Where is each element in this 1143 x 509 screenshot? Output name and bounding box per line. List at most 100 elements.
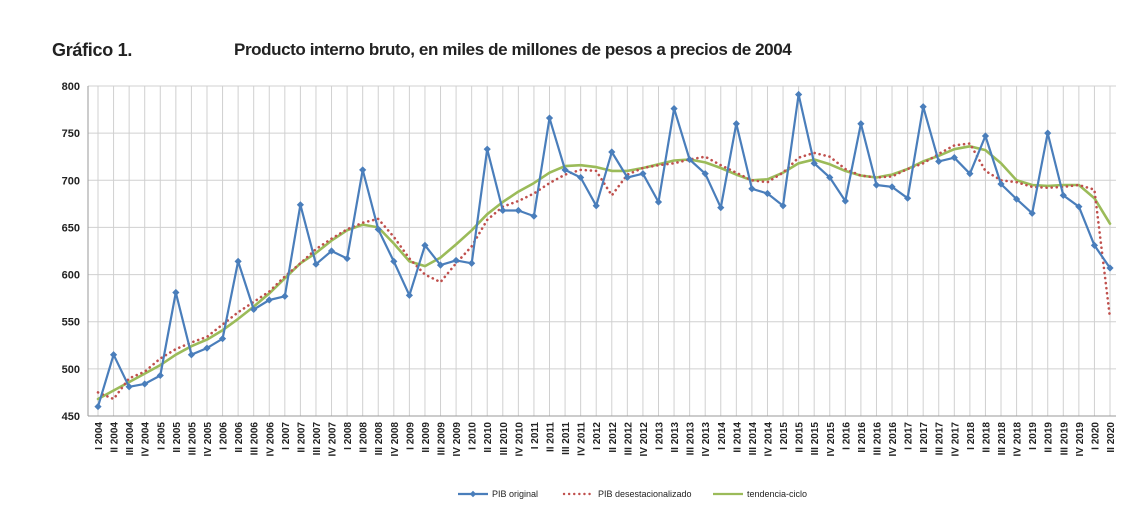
x-tick-label: III 2009	[437, 422, 448, 456]
data-point-diamond	[545, 114, 554, 122]
data-point-diamond	[1044, 129, 1052, 137]
x-tick-label: III 2004	[125, 422, 136, 456]
data-point-diamond	[888, 183, 896, 191]
data-point-diamond	[561, 166, 569, 174]
y-tick-label: 650	[62, 222, 80, 234]
data-point-diamond	[1090, 241, 1099, 249]
y-tick-label: 550	[62, 317, 80, 329]
x-tick-label: III 2018	[997, 422, 1008, 456]
data-point-diamond	[670, 105, 678, 113]
data-point-diamond	[125, 383, 133, 391]
data-point-diamond	[421, 241, 429, 249]
x-tick-label: I 2010	[468, 422, 479, 450]
grid-lines	[88, 85, 1116, 417]
data-point-diamond	[218, 335, 227, 343]
x-tick-label: III 2016	[872, 422, 883, 456]
x-tick-label: III 2019	[1059, 422, 1070, 456]
data-point-diamond	[514, 206, 522, 215]
x-tick-label: III 2008	[374, 422, 385, 456]
x-tick-label: III 2013	[686, 422, 697, 456]
data-point-diamond	[826, 173, 834, 182]
legend-item: PIB original	[458, 489, 538, 499]
y-tick-label: 800	[62, 81, 80, 93]
x-tick-label: I 2019	[1028, 422, 1039, 450]
data-point-diamond	[94, 402, 102, 411]
y-tick-label: 700	[62, 175, 80, 187]
y-axis-ticks: 450 500 550 600 650 700 750 800	[62, 81, 80, 423]
x-tick-label: II 2008	[359, 422, 370, 453]
data-point-diamond	[1106, 264, 1114, 272]
x-tick-label: II 2017	[919, 422, 930, 453]
x-tick-label: I 2006	[219, 422, 230, 450]
x-tick-label: III 2005	[187, 422, 198, 456]
chart-axes	[87, 86, 1116, 417]
x-tick-label: I 2018	[966, 422, 977, 450]
data-point-diamond	[281, 292, 289, 300]
data-point-diamond	[592, 202, 600, 210]
data-point-diamond	[623, 173, 631, 182]
data-point-diamond	[1059, 191, 1067, 199]
x-tick-label: IV 2016	[888, 422, 899, 457]
data-point-diamond	[452, 256, 460, 265]
data-point-diamond	[717, 204, 725, 212]
x-tick-label: II 2018	[981, 422, 992, 453]
data-point-diamond	[405, 291, 413, 299]
legend: PIB original PIB desestacionalizado tenden…	[458, 489, 807, 499]
x-tick-label: I 2014	[717, 422, 728, 450]
data-point-diamond	[343, 254, 351, 263]
data-point-diamond	[203, 344, 211, 352]
data-point-diamond	[109, 351, 118, 359]
x-tick-label: III 2010	[499, 422, 510, 456]
data-point-diamond	[608, 148, 616, 156]
data-point-diamond	[639, 170, 647, 178]
x-tick-label: IV 2012	[639, 422, 650, 457]
chart-title: Producto interno bruto, en miles de mill…	[234, 40, 792, 59]
chart-number-label: Gráfico 1.	[52, 40, 133, 60]
x-tick-label: IV 2006	[265, 422, 276, 457]
data-point-diamond	[701, 170, 709, 178]
y-tick-label: 450	[62, 411, 80, 423]
x-tick-label: IV 2018	[1013, 422, 1024, 457]
data-point-diamond	[499, 206, 507, 215]
x-tick-label: III 2007	[312, 422, 323, 456]
x-tick-label: IV 2009	[452, 422, 463, 457]
data-point-diamond	[795, 90, 803, 99]
data-point-diamond	[374, 225, 382, 233]
data-point-diamond	[950, 154, 958, 162]
x-tick-label: II 2010	[483, 422, 494, 453]
data-point-diamond	[997, 180, 1005, 188]
data-point-diamond	[327, 247, 336, 255]
x-tick-label: IV 2013	[701, 422, 712, 457]
data-point-diamond	[981, 132, 990, 140]
data-point-diamond	[872, 181, 881, 189]
x-tick-label: II 2020	[1106, 422, 1117, 453]
x-tick-label: IV 2015	[826, 422, 837, 457]
x-tick-label: III 2006	[250, 422, 261, 456]
data-point-diamond	[265, 296, 273, 304]
x-tick-label: IV 2005	[203, 422, 214, 457]
legend-swatch-marker	[469, 490, 477, 498]
x-tick-label: II 2013	[670, 422, 681, 453]
x-tick-label: IV 2019	[1075, 422, 1086, 457]
y-tick-label: 500	[62, 364, 80, 376]
legend-label: tendencia-ciclo	[747, 489, 807, 499]
data-point-diamond	[141, 380, 149, 388]
x-tick-label: I 2017	[904, 422, 915, 450]
data-point-diamond	[919, 103, 927, 111]
series-line-pib-desestacionalizado	[96, 142, 1112, 401]
y-tick-label: 600	[62, 270, 80, 282]
data-point-diamond	[468, 259, 476, 267]
x-tick-label: I 2009	[405, 422, 416, 450]
data-point-diamond	[904, 194, 912, 202]
series-line-pib-original	[96, 93, 1112, 408]
x-tick-label: III 2015	[810, 422, 821, 456]
data-point-diamond	[530, 212, 538, 220]
data-point-diamond	[234, 257, 242, 265]
data-point-diamond	[250, 305, 258, 314]
data-point-diamond	[172, 288, 180, 297]
x-tick-label: II 2014	[732, 422, 743, 453]
x-tick-label: I 2016	[841, 422, 852, 450]
data-point-diamond	[390, 257, 398, 265]
x-tick-label: IV 2014	[763, 422, 774, 457]
